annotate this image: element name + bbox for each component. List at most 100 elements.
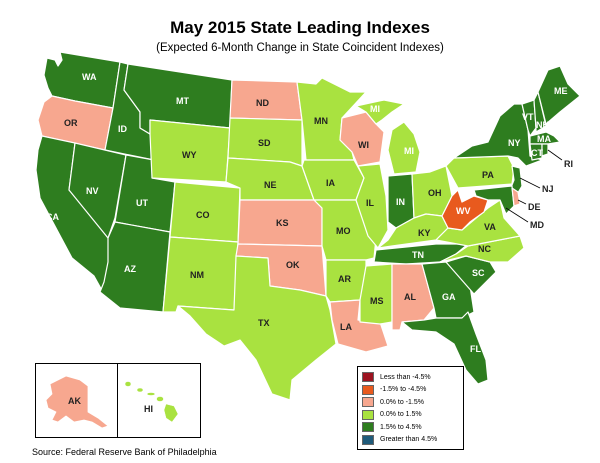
label-OH: OH bbox=[428, 188, 442, 198]
label-NC: NC bbox=[478, 244, 491, 254]
state-CT bbox=[529, 143, 543, 161]
legend-item: 0.0% to -1.5% bbox=[362, 397, 424, 407]
legend-label: Less than -4.5% bbox=[380, 373, 431, 381]
leader-ri bbox=[547, 149, 563, 161]
label-MD: MD bbox=[530, 220, 544, 230]
legend-label: -1.5% to -4.5% bbox=[380, 386, 427, 393]
label-RI: RI bbox=[564, 159, 573, 169]
label-CO: CO bbox=[196, 210, 210, 220]
hawaii-island-molokai bbox=[146, 392, 156, 396]
label-NJ: NJ bbox=[542, 184, 554, 194]
label-MT: MT bbox=[176, 96, 189, 106]
label-MN: MN bbox=[314, 116, 328, 126]
map-title: May 2015 State Leading Indexes bbox=[170, 18, 430, 37]
label-LA: LA bbox=[340, 322, 352, 332]
label-MS: MS bbox=[370, 296, 384, 306]
label-MA: MA bbox=[537, 134, 551, 144]
legend-item: 1.5% to 4.5% bbox=[362, 422, 422, 432]
hawaii-island-oahu bbox=[136, 387, 144, 393]
state-LA bbox=[329, 299, 389, 353]
label-NH: NH bbox=[536, 120, 549, 130]
label-IA: IA bbox=[326, 178, 336, 188]
legend-swatch bbox=[362, 434, 374, 445]
label-MI-up: MI bbox=[370, 104, 380, 114]
leader-nj bbox=[519, 177, 541, 189]
label-WA: WA bbox=[82, 72, 97, 82]
label-GA: GA bbox=[442, 292, 456, 302]
state-NV bbox=[68, 142, 127, 239]
state-TX bbox=[177, 255, 337, 401]
label-TN: TN bbox=[412, 250, 424, 260]
label-NE: NE bbox=[264, 180, 277, 190]
legend-item: Less than -4.5% bbox=[362, 372, 431, 382]
state-PA bbox=[445, 155, 515, 189]
state-ME bbox=[537, 65, 581, 125]
label-DE: DE bbox=[528, 202, 541, 212]
legend-label: 1.5% to 4.5% bbox=[380, 423, 422, 431]
label-AL: AL bbox=[404, 292, 416, 302]
label-NM: NM bbox=[190, 270, 204, 280]
label-VA: VA bbox=[484, 222, 496, 232]
label-WV: WV bbox=[456, 206, 471, 216]
source-note: Source: Federal Reserve Bank of Philadel… bbox=[32, 447, 217, 457]
label-IN: IN bbox=[396, 197, 405, 207]
hawaii-inset: HI bbox=[117, 363, 201, 438]
legend-label: 0.0% to -1.5% bbox=[380, 398, 424, 406]
label-ME: ME bbox=[554, 86, 568, 96]
leader-de bbox=[517, 199, 527, 205]
label-KY: KY bbox=[418, 228, 431, 238]
legend-label: Greater than 4.5% bbox=[380, 436, 438, 443]
label-FL: FL bbox=[470, 344, 481, 354]
legend-label: 0.0% to 1.5% bbox=[380, 411, 422, 418]
label-UT: UT bbox=[136, 198, 148, 208]
label-PA: PA bbox=[482, 170, 494, 180]
label-IL: IL bbox=[366, 198, 375, 208]
state-MS bbox=[359, 263, 393, 325]
state-KY bbox=[377, 213, 449, 249]
state-NC bbox=[439, 235, 525, 263]
alaska-inset: AK bbox=[35, 363, 119, 438]
legend-item: Greater than 4.5% bbox=[362, 434, 438, 445]
label-MI: MI bbox=[404, 146, 414, 156]
legend-swatch bbox=[362, 422, 374, 432]
leader-md bbox=[505, 207, 529, 223]
state-VT bbox=[521, 99, 537, 137]
hawaii-island-big bbox=[163, 403, 179, 423]
alaska-map: AK bbox=[45, 375, 109, 429]
map-subtitle: (Expected 6-Month Change in State Coinci… bbox=[156, 42, 444, 54]
label-SC: SC bbox=[472, 268, 485, 278]
label-WI: WI bbox=[358, 140, 369, 150]
legend-swatch bbox=[362, 372, 374, 382]
legend-swatch bbox=[362, 384, 374, 395]
label-NV: NV bbox=[86, 186, 99, 196]
hawaii-map: HI bbox=[124, 381, 179, 423]
hawaii-island-kauai bbox=[124, 381, 132, 387]
label-AK: AK bbox=[68, 396, 81, 406]
state-WY bbox=[149, 119, 231, 183]
label-NY: NY bbox=[508, 138, 521, 148]
state-NH bbox=[533, 91, 547, 133]
label-ID: ID bbox=[118, 124, 128, 134]
label-MO: MO bbox=[336, 226, 351, 236]
hawaii-island-maui bbox=[156, 396, 164, 402]
state-AK bbox=[45, 375, 109, 429]
state-DE bbox=[511, 187, 521, 207]
label-TX: TX bbox=[258, 318, 270, 328]
label-CA: CA bbox=[46, 212, 59, 222]
label-SD: SD bbox=[258, 138, 271, 148]
legend-item: -1.5% to -4.5% bbox=[362, 384, 427, 395]
label-AZ: AZ bbox=[124, 264, 136, 274]
state-FL bbox=[401, 311, 489, 385]
label-VT: VT bbox=[522, 112, 534, 122]
label-AR: AR bbox=[338, 274, 351, 284]
legend-swatch bbox=[362, 409, 374, 420]
label-OK: OK bbox=[286, 260, 300, 270]
label-KS: KS bbox=[276, 218, 289, 228]
legend: Less than -4.5% -1.5% to -4.5% 0.0% to -1.… bbox=[357, 366, 464, 450]
legend-swatch bbox=[362, 397, 374, 407]
state-MI bbox=[355, 99, 421, 175]
label-OR: OR bbox=[64, 118, 78, 128]
label-HI: HI bbox=[144, 404, 153, 414]
legend-item: 0.0% to 1.5% bbox=[362, 409, 422, 420]
